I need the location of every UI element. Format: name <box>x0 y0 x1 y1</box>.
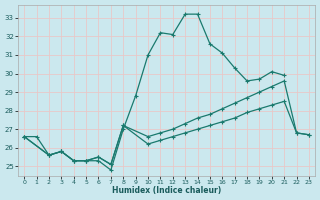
X-axis label: Humidex (Indice chaleur): Humidex (Indice chaleur) <box>112 186 221 195</box>
